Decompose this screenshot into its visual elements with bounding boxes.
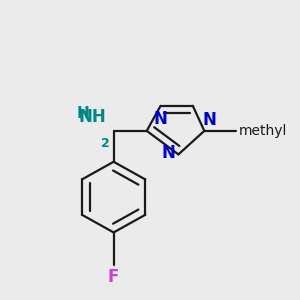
Text: 2: 2	[100, 137, 109, 150]
Text: F: F	[108, 268, 119, 286]
Text: H: H	[77, 106, 90, 121]
Text: methyl: methyl	[239, 124, 287, 138]
Text: NH: NH	[79, 108, 106, 126]
Text: N: N	[162, 144, 176, 162]
Text: N: N	[203, 111, 217, 129]
Text: N: N	[154, 110, 167, 128]
